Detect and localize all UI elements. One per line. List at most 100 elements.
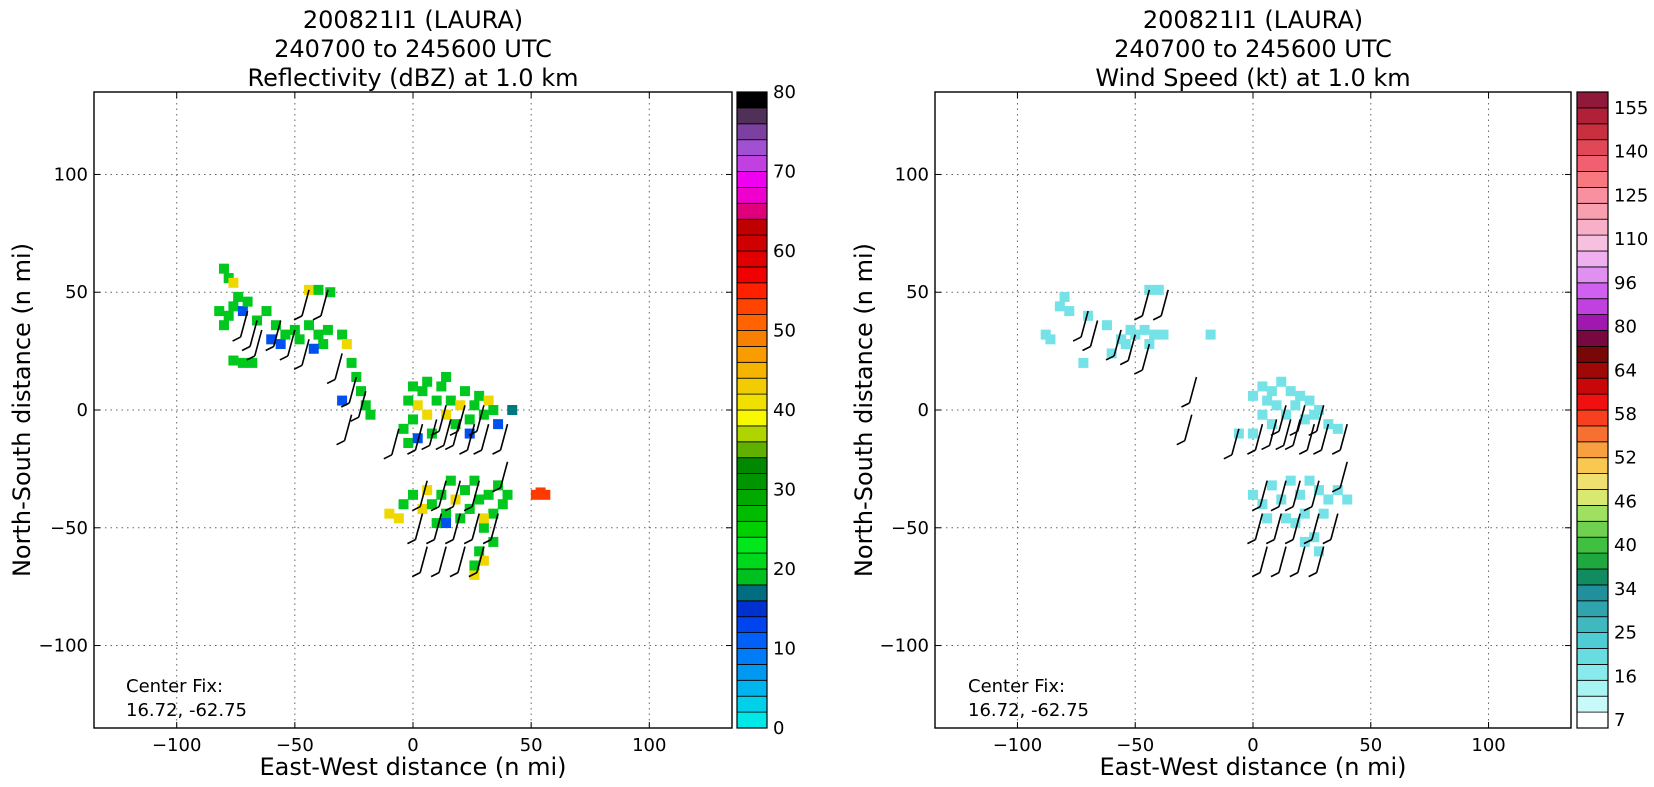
data-cell: [1153, 284, 1164, 295]
wind-barb: [1105, 329, 1122, 361]
wind-barb: [1270, 480, 1287, 512]
data-cell: [464, 503, 475, 514]
wind-barb: [435, 419, 452, 451]
wind-barb: [1303, 513, 1320, 545]
data-cell: [441, 372, 452, 383]
colorbar-segment: [1576, 234, 1609, 252]
data-cell: [346, 357, 357, 368]
colorbar-segment: [1576, 584, 1609, 602]
wind-barb: [1284, 480, 1301, 512]
colorbar-tick-label: 50: [773, 321, 796, 342]
colorbar-segment: [1576, 266, 1609, 284]
colorbar-tick-label: 155: [1614, 98, 1648, 119]
data-cell: [1248, 390, 1258, 401]
data-cell: [223, 310, 234, 321]
data-cell: [337, 395, 348, 406]
colorbar-tick-label: 34: [1614, 579, 1637, 600]
wind-barb: [1072, 310, 1089, 342]
data-cell: [474, 494, 485, 505]
wind-barb: [1322, 513, 1339, 545]
wind-barb: [241, 320, 258, 352]
reflectivity-panel: 200821I1 (LAURA) 240700 to 245600 UTC Re…: [8, 6, 796, 781]
wind-barb: [246, 329, 263, 361]
data-cell: [507, 405, 518, 415]
data-cell: [1205, 329, 1216, 340]
data-cell: [1318, 508, 1329, 519]
data-cell: [488, 508, 499, 519]
wind-barb: [430, 546, 447, 578]
wind-barb: [1331, 461, 1348, 493]
x-tick-label: 0: [407, 735, 418, 756]
reflectivity-colorbar: 0 10 20 30 40 50 60 70 80: [736, 82, 796, 739]
data-cell: [474, 546, 485, 557]
data-cell: [441, 518, 452, 529]
data-cell: [1299, 414, 1310, 425]
data-cell: [247, 357, 258, 368]
colorbar-segment: [1576, 171, 1609, 188]
data-cell: [337, 329, 348, 340]
data-cell: [1332, 485, 1343, 496]
data-cell: [445, 395, 456, 406]
data-cell: [270, 320, 281, 331]
colorbar-frame: [1576, 91, 1609, 729]
y-tick-label: −100: [39, 636, 88, 657]
data-cell: [294, 334, 305, 345]
right-y-axis-label: North-South distance (n mi): [850, 243, 878, 577]
wind-barb: [468, 546, 485, 578]
data-cell: [530, 489, 541, 500]
data-cell: [1280, 513, 1291, 524]
colorbar-segment: [1576, 298, 1609, 316]
colorbar-segment: [1576, 552, 1609, 570]
data-cell: [445, 475, 456, 486]
data-cell: [450, 419, 461, 430]
data-cell: [417, 386, 428, 397]
left-center-fix-label: Center Fix:: [126, 676, 223, 697]
colorbar-segment: [1576, 504, 1609, 522]
data-cell: [493, 419, 504, 430]
colorbar-segment: [736, 186, 768, 204]
data-cell: [1313, 485, 1324, 496]
data-cell: [261, 306, 272, 317]
colorbar-tick-label: 80: [773, 82, 796, 103]
wind-barb: [265, 320, 282, 352]
data-cell: [1342, 494, 1353, 505]
data-cell: [1257, 409, 1268, 420]
data-cell: [1083, 310, 1094, 321]
colorbar-segment: [1576, 600, 1609, 618]
colorbar-segment: [736, 361, 768, 379]
data-cell: [431, 395, 442, 406]
data-cell: [1257, 381, 1268, 392]
y-tick-label: 0: [77, 400, 88, 421]
left-center-fix-value: 16.72, -62.75: [126, 700, 247, 721]
colorbar-segment: [1576, 107, 1609, 125]
data-cell: [1266, 386, 1277, 397]
wind-barb: [482, 513, 499, 545]
y-tick-label: −50: [50, 518, 88, 539]
wind-barb: [421, 419, 438, 451]
data-cell: [403, 395, 414, 406]
colorbar-segment: [1576, 489, 1609, 506]
colorbar-segment: [736, 457, 768, 475]
wind-barb: [1270, 546, 1287, 578]
colorbar-segment: [1576, 679, 1609, 697]
left-title-line-3: Reflectivity (dBZ) at 1.0 km: [248, 64, 579, 92]
x-tick-label: −50: [276, 735, 314, 756]
data-cell: [322, 324, 333, 335]
colorbar-segment: [736, 520, 768, 538]
colorbar-segment: [736, 679, 768, 697]
colorbar-segment: [736, 298, 768, 316]
wind-barb: [411, 546, 428, 578]
data-cell: [384, 508, 395, 519]
data-cell: [1280, 409, 1291, 420]
wind-barb: [463, 480, 480, 512]
colorbar-tick-label: 40: [1614, 535, 1637, 556]
colorbar-segment: [1576, 202, 1609, 220]
data-cell: [1120, 339, 1131, 350]
colorbar-segment: [1576, 457, 1609, 475]
colorbar-segment: [736, 345, 768, 363]
y-tick-label: 50: [906, 282, 929, 303]
wind-barb: [350, 390, 367, 422]
y-tick-label: −50: [891, 518, 929, 539]
wind-barb: [326, 353, 343, 385]
colorbar-segment: [1576, 345, 1609, 363]
